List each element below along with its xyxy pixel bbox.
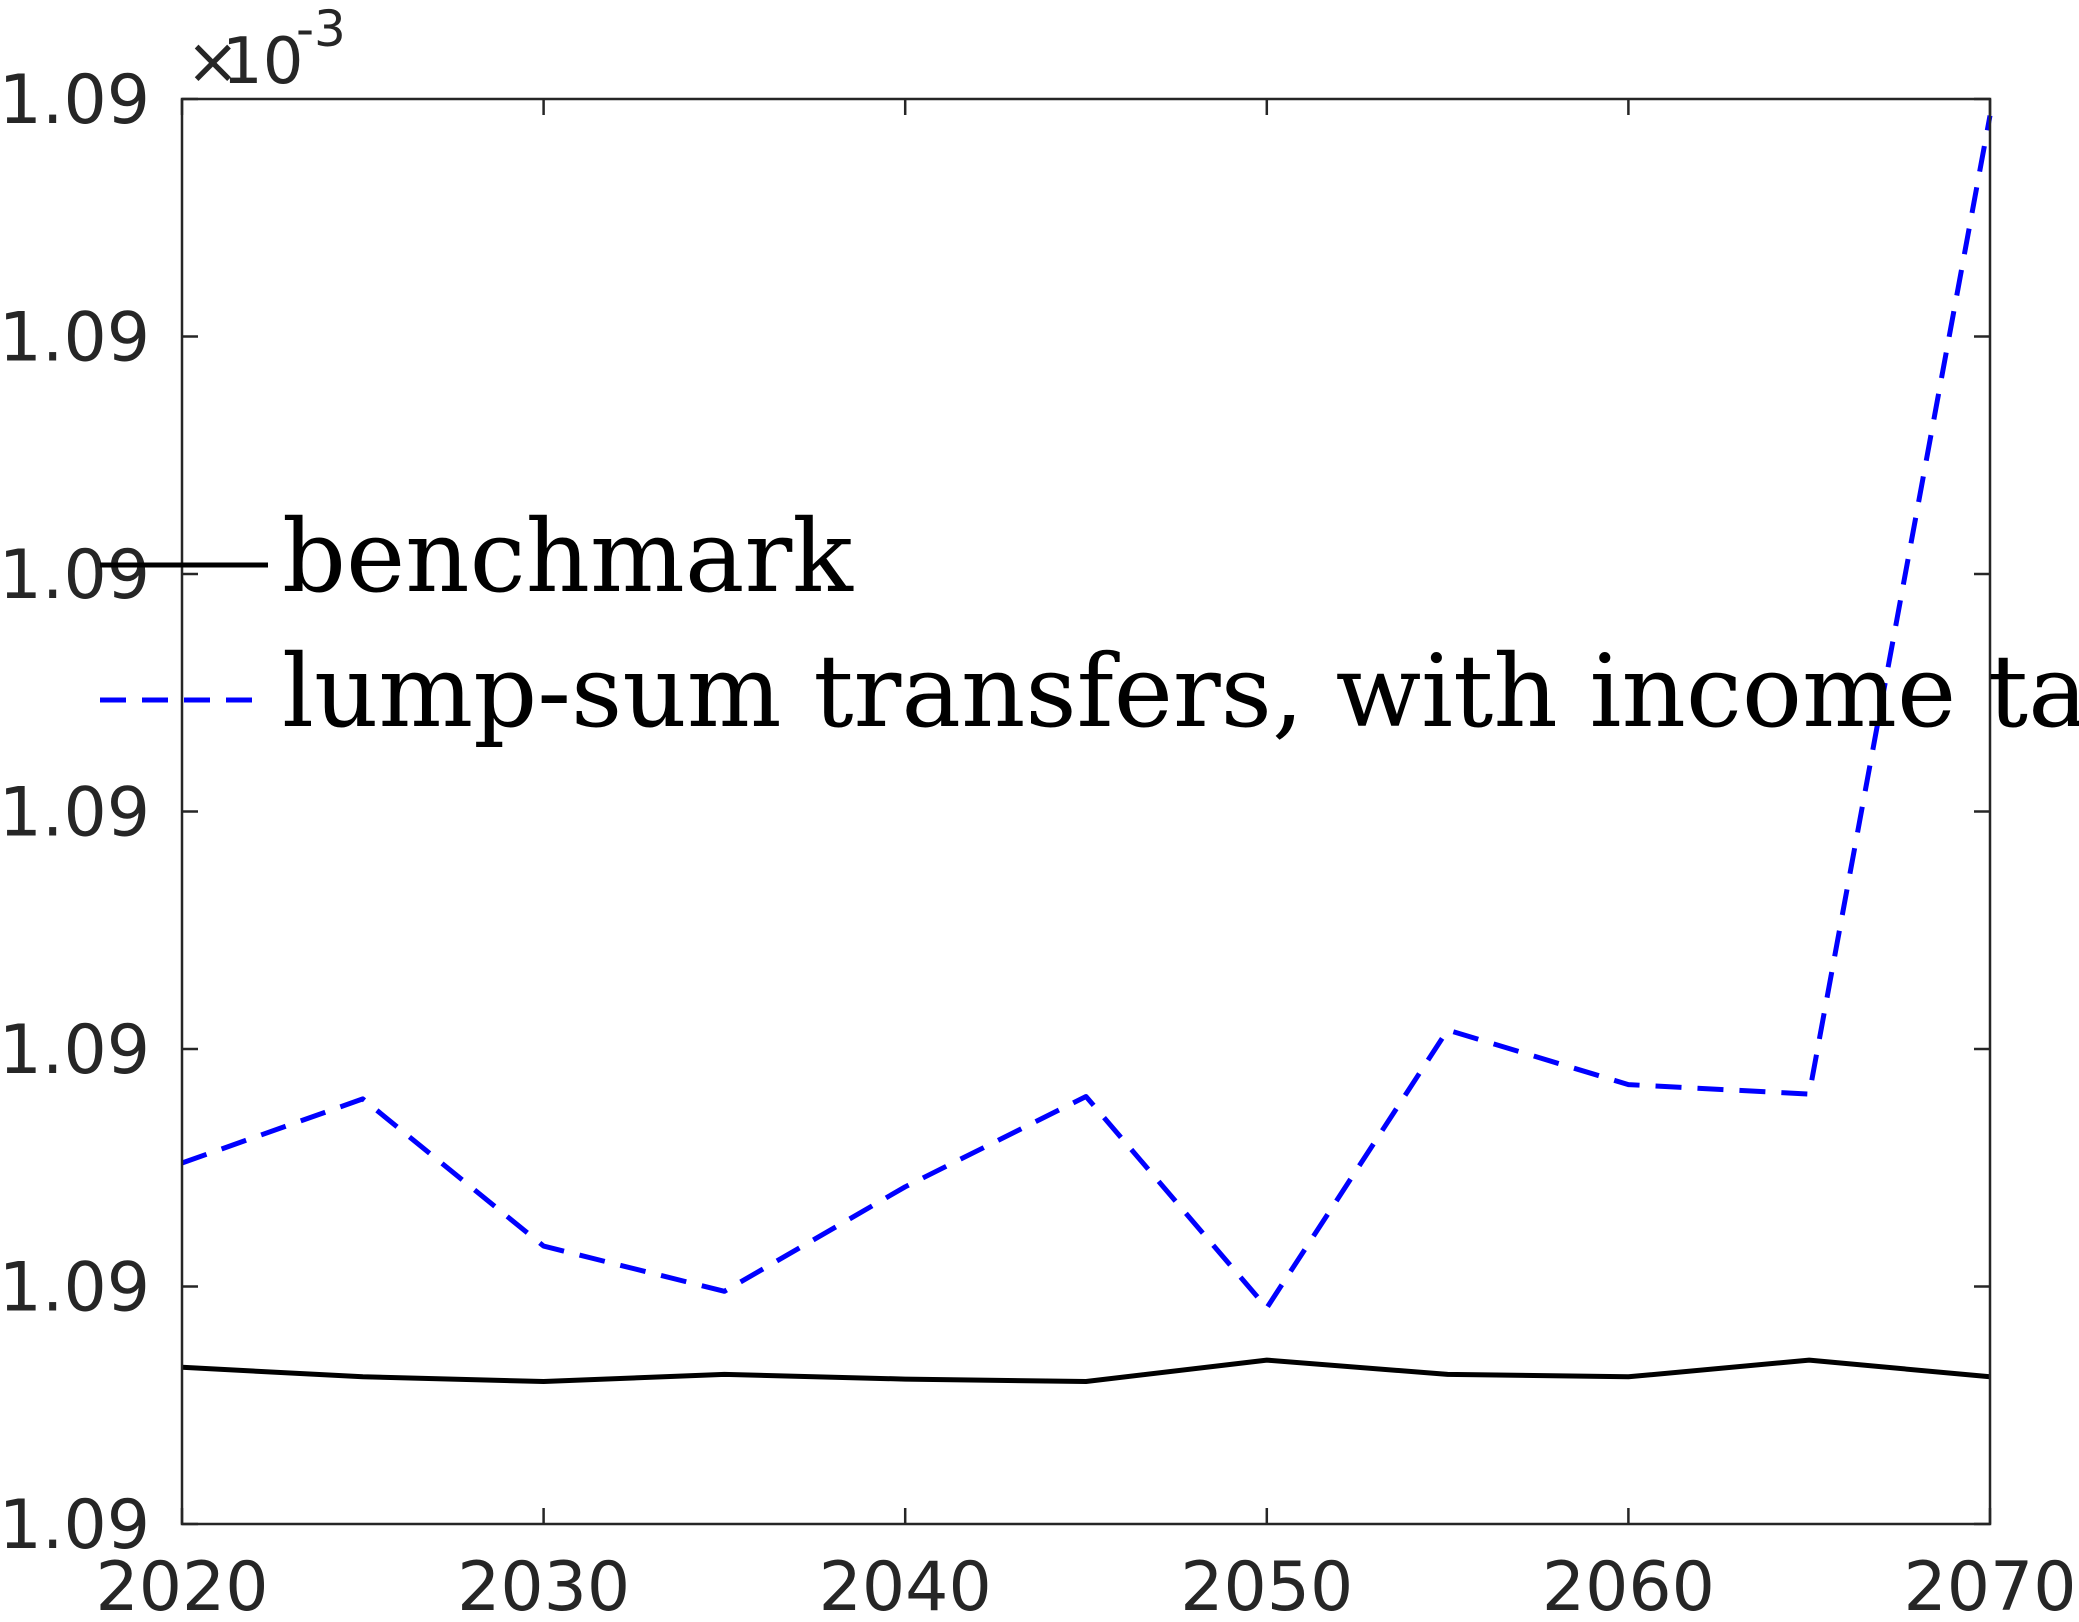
multiplier-times-sign: × [186, 25, 240, 99]
plot-frame [180, 97, 1992, 1526]
legend: benchmark lump-sum transfers, with income… [100, 498, 2079, 750]
y-tick-label: 1.09 [0, 1486, 150, 1565]
series-line-2 [181, 115, 1993, 1311]
series-layer [181, 115, 1993, 1384]
multiplier-exponent: -3 [296, 0, 346, 58]
y-tick-label: 1.09 [0, 61, 150, 140]
x-tick-label: 2020 [95, 1548, 268, 1622]
ticks-layer [180, 97, 1992, 1526]
y-tick-label: 1.09 [0, 774, 150, 853]
x-tick-label: 2060 [1542, 1548, 1715, 1622]
legend-label-2: lump-sum transfers, with income tax [282, 633, 2079, 750]
x-tick-label: 2040 [819, 1548, 992, 1622]
multiplier-base: 10 [222, 25, 303, 99]
labels-layer: 2020 2030 2040 2050 2060 2070 1.09 1.09 1.09 1.09… [0, 61, 2077, 1622]
x-tick-label: 2070 [1903, 1548, 2076, 1622]
x-tick-label: 2030 [457, 1548, 630, 1622]
y-tick-label: 1.09 [0, 1249, 150, 1328]
y-tick-label: 1.09 [0, 536, 150, 615]
legend-label-1: benchmark [282, 498, 854, 615]
y-axis-multiplier: × 10 -3 [186, 0, 346, 99]
y-tick-label: 1.09 [0, 1011, 150, 1090]
y-tick-label: 1.09 [0, 299, 150, 378]
series-line-1 [181, 1357, 1991, 1384]
x-tick-label: 2050 [1180, 1548, 1353, 1622]
